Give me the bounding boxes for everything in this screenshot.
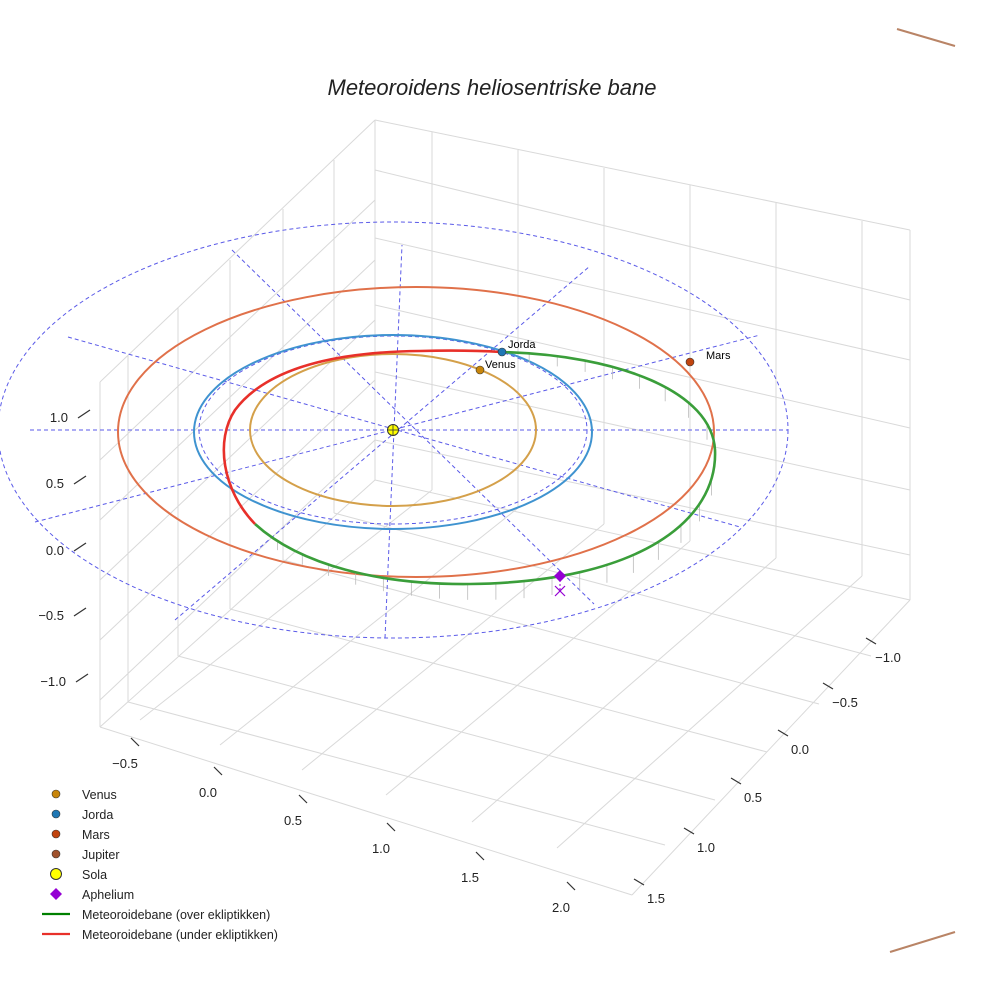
chart-title: Meteoroidens heliosentriske bane — [328, 75, 657, 100]
y-tick-label: −1.0 — [875, 650, 901, 665]
mars-marker — [685, 357, 695, 367]
legend-label: Jupiter — [82, 848, 120, 862]
x-axis-ticks: −0.5 0.0 0.5 1.0 1.5 2.0 — [112, 737, 576, 915]
meteoroid-orbit-above — [254, 350, 717, 586]
y-tick-mark — [865, 637, 877, 645]
jorda-orbit — [193, 334, 593, 530]
z-tick-mark — [73, 607, 87, 617]
y-axis-ticks: −1.0 −0.5 0.0 0.5 1.0 1.5 — [633, 637, 901, 906]
x-tick-label: 0.5 — [284, 813, 302, 828]
legend-item: Jupiter — [51, 848, 120, 862]
legend-item: Mars — [51, 828, 110, 842]
x-tick-mark — [386, 822, 396, 832]
y-tick-label: 1.0 — [697, 840, 715, 855]
legend-item: Aphelium — [50, 888, 134, 902]
legend-marker — [51, 809, 61, 819]
legend-label: Aphelium — [82, 888, 134, 902]
z-axis-ticks: 1.0 0.5 0.0 −0.5 −1.0 — [38, 409, 91, 689]
jupiter-orbit — [889, 28, 956, 953]
venus-orbit — [249, 353, 537, 507]
x-tick-label: 0.0 — [199, 785, 217, 800]
legend-item: Sola — [50, 868, 107, 882]
venus-label: Venus — [485, 359, 516, 371]
y-tick-mark — [777, 729, 789, 737]
ecliptic-reference-grid — [0, 221, 789, 639]
meteoroid-orbit-below — [222, 349, 502, 525]
z-tick-label: 0.5 — [46, 476, 64, 491]
mars-orbit — [117, 286, 715, 578]
z-tick-label: −0.5 — [38, 608, 64, 623]
z-tick-mark — [73, 542, 87, 552]
y-tick-label: 0.5 — [744, 790, 762, 805]
meteoroid-orbit — [222, 349, 717, 600]
y-tick-mark — [822, 682, 834, 690]
legend-marker — [50, 868, 62, 880]
z-tick-label: 1.0 — [50, 410, 68, 425]
planet-orbits — [117, 286, 715, 578]
jorda-label: Jorda — [508, 339, 536, 351]
legend-marker — [51, 829, 61, 839]
x-tick-mark — [130, 737, 140, 747]
legend-item: Jorda — [51, 808, 113, 822]
ecliptic-spoke — [231, 249, 595, 605]
axes-panes — [99, 119, 911, 896]
legend-label: Meteoroidebane (under ekliptikken) — [82, 928, 278, 942]
sola-marker — [387, 424, 399, 436]
legend-label: Jorda — [82, 808, 113, 822]
legend-item: Meteoroidebane (over ekliptikken) — [42, 908, 270, 922]
z-tick-mark — [73, 475, 87, 485]
x-tick-label: 2.0 — [552, 900, 570, 915]
z-tick-mark — [75, 673, 89, 683]
z-tick-label: −1.0 — [40, 674, 66, 689]
y-tick-label: 0.0 — [791, 742, 809, 757]
legend-label: Meteoroidebane (over ekliptikken) — [82, 908, 270, 922]
y-tick-mark — [633, 878, 645, 886]
x-tick-mark — [213, 766, 223, 776]
y-tick-mark — [730, 777, 742, 785]
legend-marker — [51, 789, 61, 799]
legend-label: Sola — [82, 868, 107, 882]
y-tick-label: 1.5 — [647, 891, 665, 906]
legend: Venus Jorda Mars Jupiter Sola Aphelium Meteoro… — [42, 788, 278, 942]
z-tick-label: 0.0 — [46, 543, 64, 558]
legend-label: Venus — [82, 788, 117, 802]
legend-item: Meteoroidebane (under ekliptikken) — [42, 928, 278, 942]
x-tick-label: 1.0 — [372, 841, 390, 856]
legend-marker — [50, 888, 62, 900]
mars-label: Mars — [706, 350, 731, 362]
ecliptic-spoke — [67, 336, 741, 528]
jorda-marker — [497, 347, 507, 357]
x-tick-mark — [475, 851, 485, 861]
aphelium-marker — [554, 570, 566, 597]
ecliptic-spoke — [384, 244, 403, 639]
y-tick-label: −0.5 — [832, 695, 858, 710]
legend-label: Mars — [82, 828, 110, 842]
x-tick-label: 1.5 — [461, 870, 479, 885]
legend-item: Venus — [51, 788, 117, 802]
z-tick-mark — [77, 409, 91, 419]
x-tick-mark — [298, 794, 308, 804]
venus-marker — [475, 365, 485, 375]
legend-marker — [51, 849, 61, 859]
x-tick-label: −0.5 — [112, 756, 138, 771]
x-tick-mark — [566, 881, 576, 891]
ecliptic-drop-lines — [277, 353, 716, 600]
y-tick-mark — [683, 827, 695, 835]
planet-markers — [475, 347, 695, 375]
